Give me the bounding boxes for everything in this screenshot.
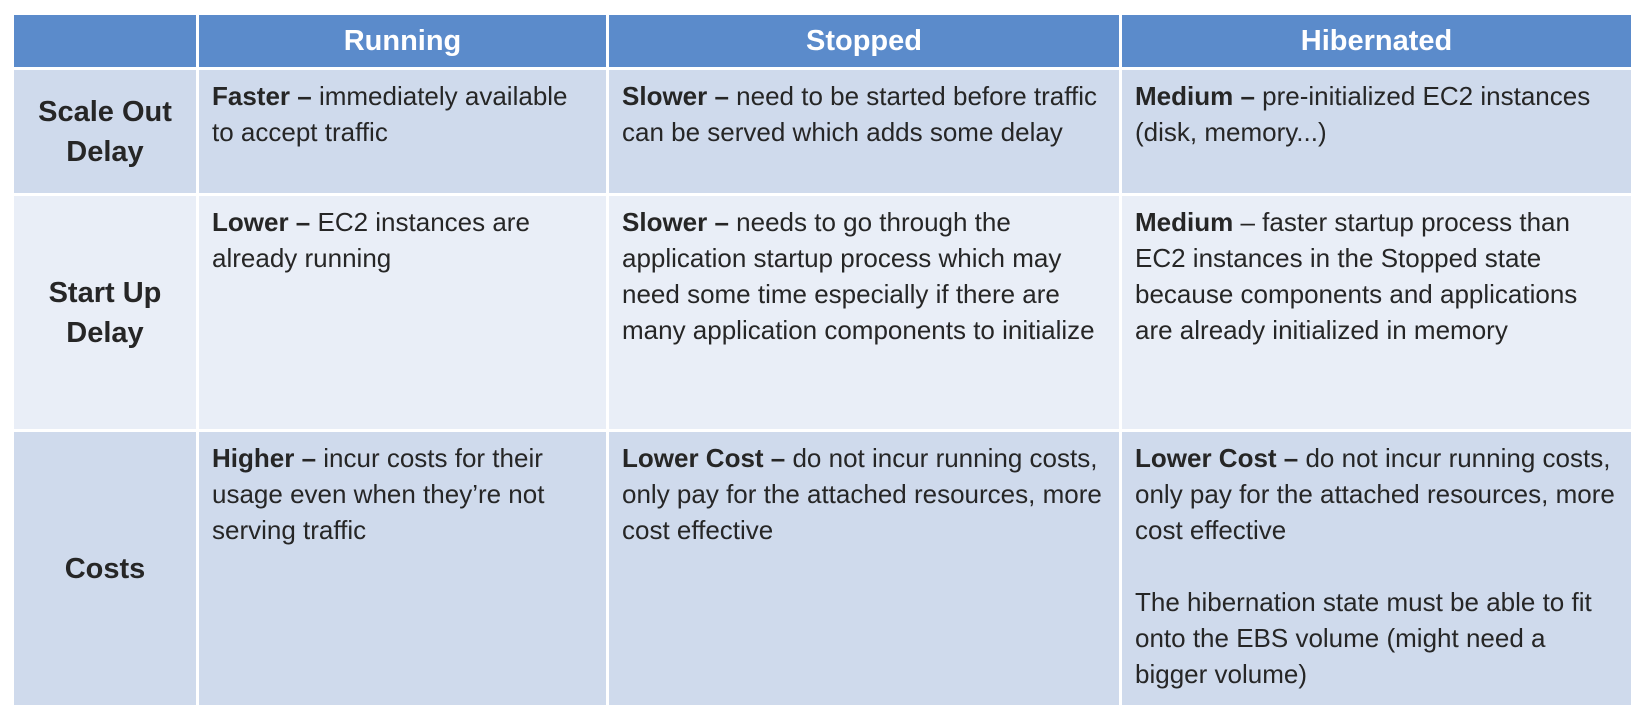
table-row: Scale Out Delay Faster – immediately ava… — [11, 67, 1634, 196]
table-body: Scale Out Delay Faster – immediately ava… — [11, 67, 1634, 708]
header-row: Running Stopped Hibernated — [11, 12, 1634, 70]
header-hibernated: Hibernated — [1119, 12, 1634, 70]
row-label-costs: Costs — [11, 429, 199, 708]
table-row: Start Up Delay Lower – EC2 instances are… — [11, 193, 1634, 432]
cell-lead: Slower – — [622, 207, 729, 237]
cell-costs-running: Higher – incur costs for their usage eve… — [196, 429, 609, 708]
cell-text: do not incur running costs, only pay for… — [622, 443, 1102, 545]
cell-lead: Lower – — [212, 207, 311, 237]
cell-start-up-running: Lower – EC2 instances are already runnin… — [196, 193, 609, 432]
cell-start-up-hibernated: Medium – faster startup process than EC2… — [1119, 193, 1634, 432]
comparison-table: Running Stopped Hibernated Scale Out Del… — [11, 12, 1634, 708]
row-label-scale-out-delay: Scale Out Delay — [11, 67, 199, 196]
cell-text: incur costs for their usage even when th… — [212, 443, 545, 545]
cell-costs-hibernated: Lower Cost – do not incur running costs,… — [1119, 429, 1634, 708]
cell-text: – faster startup process than EC2 instan… — [1135, 207, 1578, 345]
cell-lead: Slower – — [622, 81, 729, 111]
cell-lead: Medium — [1135, 207, 1234, 237]
hibernation-note: The hibernation state must be able to fi… — [1135, 587, 1592, 689]
cell-text: do not incur running costs, only pay for… — [1135, 443, 1615, 545]
cell-lead: Higher – — [212, 443, 317, 473]
cell-start-up-stopped: Slower – needs to go through the applica… — [606, 193, 1122, 432]
cell-text: needs to go through the application star… — [622, 207, 1095, 345]
cell-lead: Lower Cost – — [1135, 443, 1299, 473]
cell-text: need to be started before traffic can be… — [622, 81, 1098, 147]
cell-lead: Lower Cost – — [622, 443, 786, 473]
cell-lead: Medium – — [1135, 81, 1255, 111]
header-corner — [11, 12, 199, 70]
table-row: Costs Higher – incur costs for their usa… — [11, 429, 1634, 708]
cell-costs-stopped: Lower Cost – do not incur running costs,… — [606, 429, 1122, 708]
table-header: Running Stopped Hibernated — [11, 12, 1634, 70]
row-label-start-up-delay: Start Up Delay — [11, 193, 199, 432]
cell-text: EC2 instances are already running — [212, 207, 530, 273]
cell-text: pre-initialized EC2 instances (disk, mem… — [1135, 81, 1591, 147]
header-stopped: Stopped — [606, 12, 1122, 70]
cell-scale-out-running: Faster – immediately available to accept… — [196, 67, 609, 196]
header-running: Running — [196, 12, 609, 70]
cell-scale-out-stopped: Slower – need to be started before traff… — [606, 67, 1122, 196]
cell-lead: Faster – — [212, 81, 312, 111]
cell-scale-out-hibernated: Medium – pre-initialized EC2 instances (… — [1119, 67, 1634, 196]
cell-text: immediately available to accept traffic — [212, 81, 568, 147]
